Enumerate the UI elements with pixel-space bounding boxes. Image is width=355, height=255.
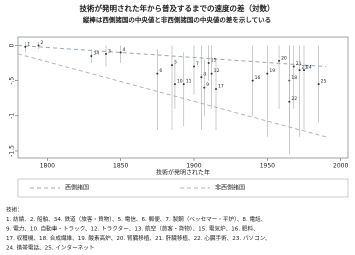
point-label: 2 <box>41 40 44 46</box>
point <box>278 59 281 62</box>
chart-subtitle: 縦棒は西側諸国の中央値と非西側諸国の中央値の差を示している <box>83 15 271 24</box>
point <box>292 65 295 68</box>
footnote: 1. 紡績、2. 船舶、34. 鉄道（旅客・貨物）、5. 電信、6. 郵便、7.… <box>6 215 266 223</box>
point <box>156 72 159 75</box>
point-label: 12 <box>214 68 220 74</box>
point-label: 9 <box>206 82 209 88</box>
point-label: 1 <box>27 41 30 47</box>
x-axis-title: 技術が発明された年 <box>156 169 210 177</box>
y-tick-label: -1.5 <box>9 145 16 157</box>
footnote: 9. 電力、10. 自動車・トラック、12. トラクター、13. 航空（旅客・貨… <box>6 225 259 233</box>
point <box>200 76 203 79</box>
point-label: 24 <box>306 65 312 71</box>
point <box>210 72 213 75</box>
x-tick-label: 1800 <box>40 163 55 170</box>
legend-label: 非西側諸国 <box>215 184 245 192</box>
point-label: 15 <box>211 58 217 64</box>
point-label: 25 <box>321 79 327 85</box>
footnote: 17. 収穫機、18. 合成繊維、19. 酸素高炉、20. 腎臓移植、21. 肝… <box>6 234 271 242</box>
point-label: 11 <box>186 79 192 85</box>
point-label: 3 <box>108 48 111 54</box>
point <box>203 86 206 89</box>
point <box>171 64 173 67</box>
point <box>182 83 185 86</box>
point <box>266 72 269 75</box>
point-label: 10 <box>177 79 183 85</box>
point-label: 4 <box>123 47 126 53</box>
point <box>288 100 291 103</box>
x-tick-label: 2000 <box>333 163 348 170</box>
point-label: 17 <box>218 84 224 90</box>
legend-box <box>17 178 349 198</box>
point-label: 16 <box>255 75 261 81</box>
y-tick-label: 0 <box>9 43 16 47</box>
point <box>207 62 210 65</box>
point-label: 5 <box>174 60 177 66</box>
point <box>105 52 107 55</box>
point-label: 34 <box>93 50 99 56</box>
point-label: 22 <box>291 96 297 102</box>
footnote: 技術： <box>6 206 23 214</box>
point <box>298 69 301 72</box>
chart-title: 技術が発明された年から普及するまでの速度の差（対数） <box>80 3 275 13</box>
x-tick-label: 1850 <box>113 163 128 170</box>
point <box>303 69 305 72</box>
x-tick-label: 1900 <box>186 163 201 170</box>
y-tick-label: -.5 <box>9 76 16 84</box>
point <box>37 44 40 47</box>
legend-label: 西側諸国 <box>65 184 89 192</box>
point-label: 6 <box>159 68 162 74</box>
point <box>24 45 27 48</box>
point-label: 20 <box>281 55 287 61</box>
x-tick-label: 1950 <box>260 163 275 170</box>
point <box>119 51 122 54</box>
plot-frame <box>17 36 349 159</box>
point <box>317 83 320 86</box>
point-label: 8 <box>203 72 206 78</box>
point <box>173 83 176 86</box>
point-label: 21 <box>296 61 302 67</box>
point-label: 7 <box>196 61 199 67</box>
footnote: 24. 携帯電話、25. インターネット <box>6 244 94 252</box>
point <box>251 79 254 82</box>
point <box>215 88 217 91</box>
y-tick-label: -1 <box>9 113 16 119</box>
point-label: 23 <box>302 65 308 71</box>
point <box>90 54 93 57</box>
point-label: 19 <box>269 68 275 74</box>
point-label: 18 <box>291 75 297 81</box>
point <box>193 65 195 68</box>
